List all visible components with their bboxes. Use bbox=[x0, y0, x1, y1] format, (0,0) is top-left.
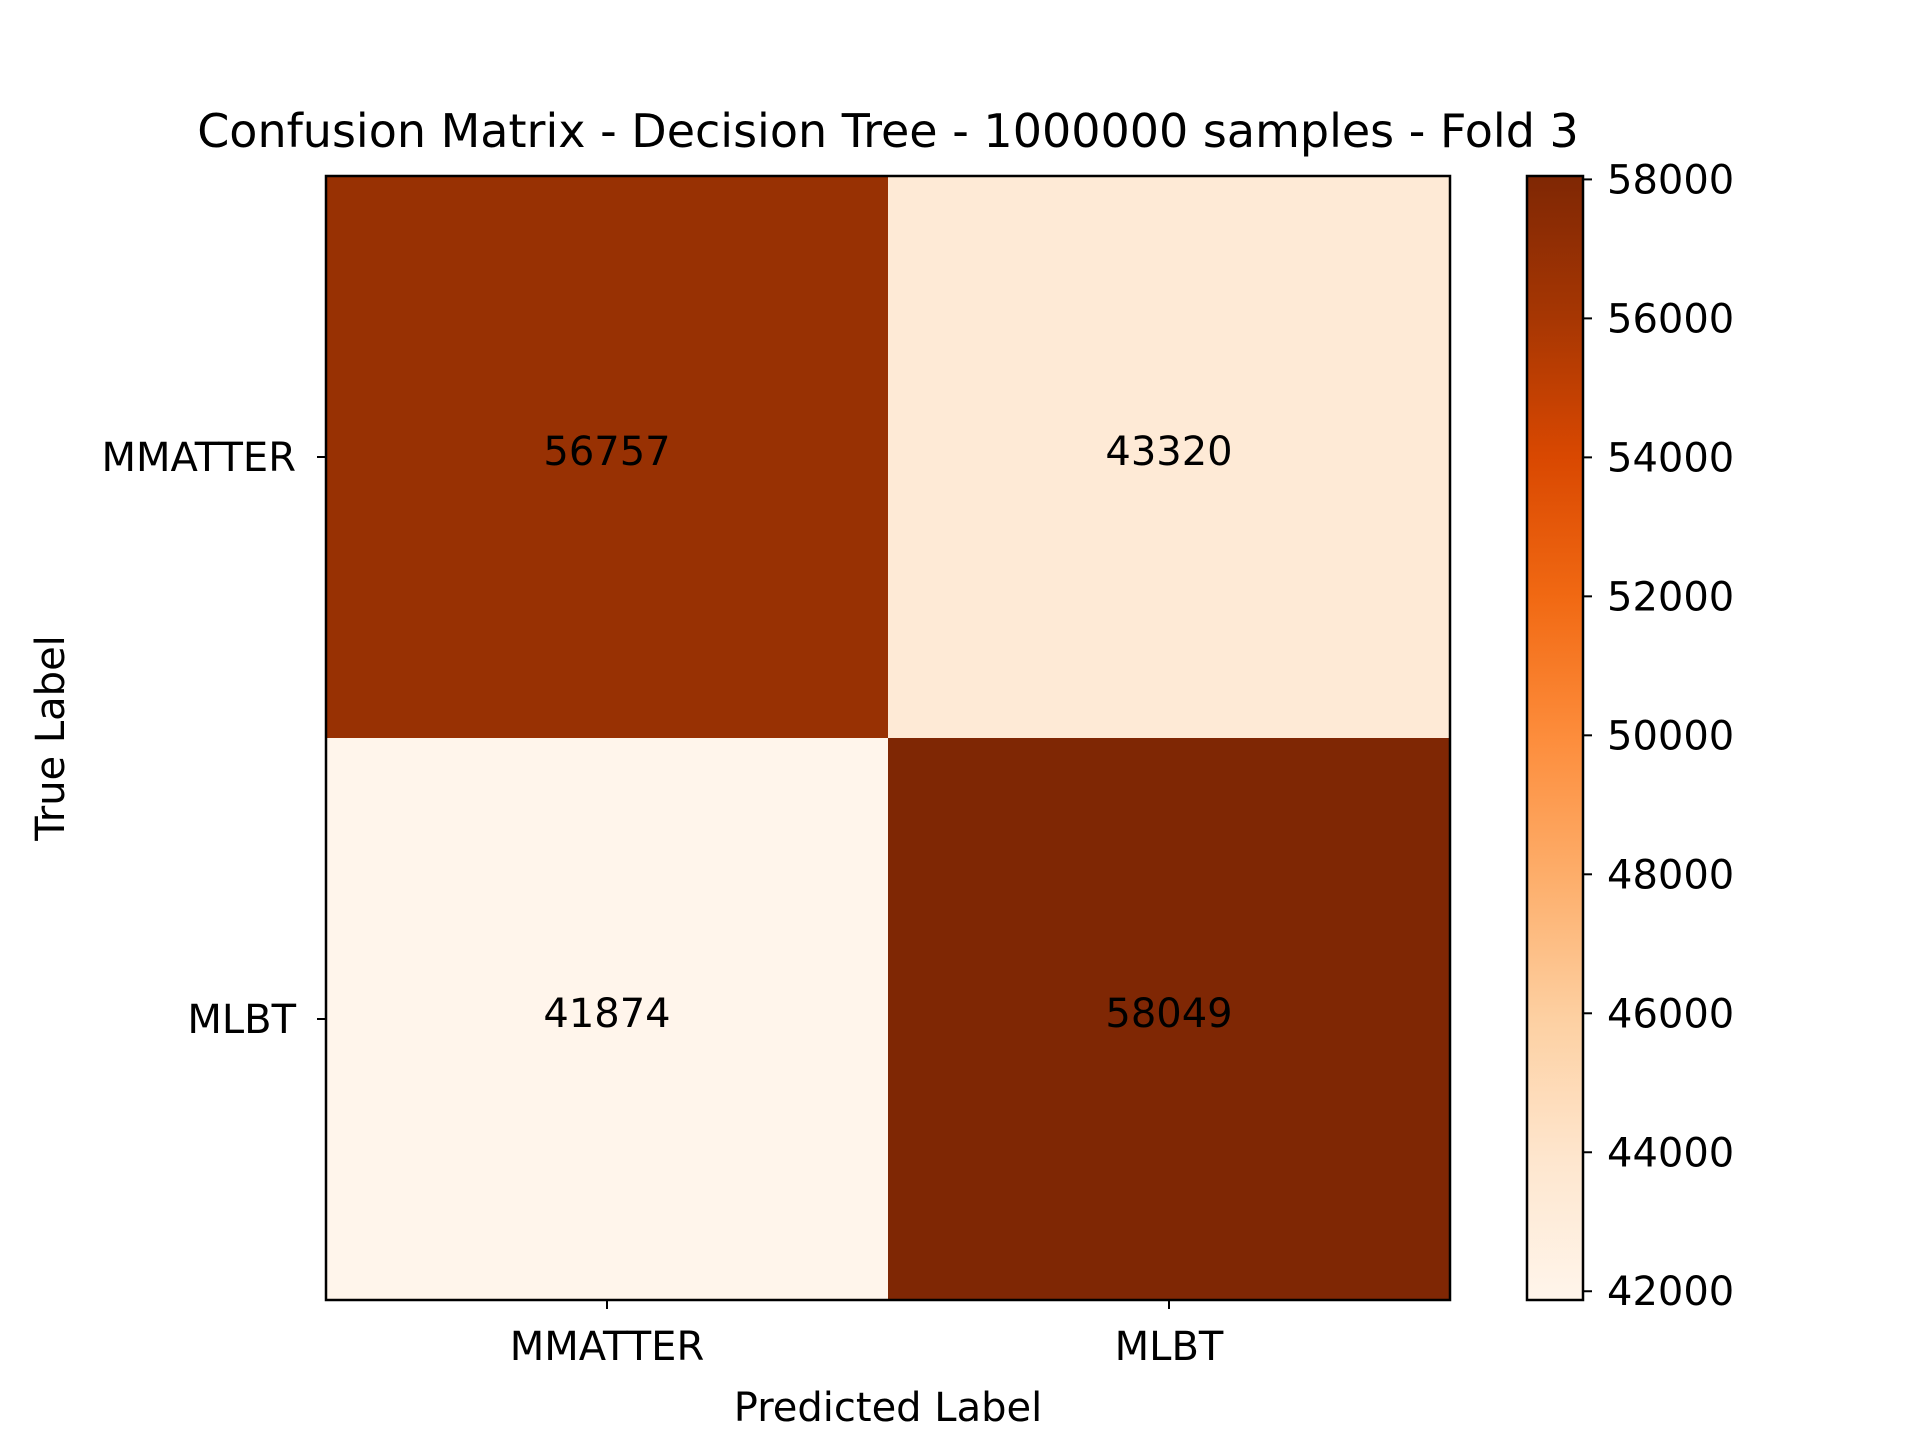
chart-title: Confusion Matrix - Decision Tree - 10000… bbox=[197, 104, 1579, 158]
heatmap-cell bbox=[326, 176, 888, 738]
colorbar-tick-label: 44000 bbox=[1607, 1130, 1734, 1176]
cell-value-label: 58049 bbox=[1105, 991, 1232, 1037]
x-axis-ticks: MMATTER MLBT bbox=[510, 1300, 1224, 1370]
heatmap-cell bbox=[888, 176, 1450, 738]
y-tick-label: MLBT bbox=[187, 997, 296, 1043]
cell-value-label: 43320 bbox=[1105, 429, 1232, 475]
colorbar-tick-label: 42000 bbox=[1607, 1269, 1734, 1315]
colorbar-gradient bbox=[1527, 176, 1583, 1300]
heatmap-cell bbox=[888, 738, 1450, 1300]
y-tick-label: MMATTER bbox=[101, 435, 296, 481]
colorbar-tick-label: 54000 bbox=[1607, 435, 1734, 481]
colorbar-tick-label: 50000 bbox=[1607, 713, 1734, 759]
colorbar-tick-label: 56000 bbox=[1607, 296, 1734, 342]
y-axis-label: True Label bbox=[28, 635, 74, 842]
heatmap-cell bbox=[326, 738, 888, 1300]
colorbar-ticks: 42000 44000 46000 48000 50000 52000 54000 56000… bbox=[1583, 157, 1734, 1315]
heatmap-cells bbox=[326, 176, 1450, 1300]
heatmap-cell-labels: 56757 43320 41874 58049 bbox=[543, 429, 1232, 1037]
cell-value-label: 41874 bbox=[543, 991, 670, 1037]
x-tick-label: MLBT bbox=[1115, 1324, 1224, 1370]
colorbar-tick-label: 48000 bbox=[1607, 852, 1734, 898]
colorbar-tick-label: 46000 bbox=[1607, 991, 1734, 1037]
plot-frame bbox=[324, 174, 1452, 1302]
colorbar-frame bbox=[1525, 174, 1585, 1302]
cell-value-label: 56757 bbox=[543, 429, 670, 475]
colorbar-tick-label: 52000 bbox=[1607, 574, 1734, 620]
x-tick-label: MMATTER bbox=[510, 1324, 705, 1370]
x-axis-label: Predicted Label bbox=[734, 1385, 1042, 1431]
y-axis-ticks: MMATTER MLBT bbox=[101, 435, 326, 1043]
colorbar-tick-label: 58000 bbox=[1607, 157, 1734, 203]
